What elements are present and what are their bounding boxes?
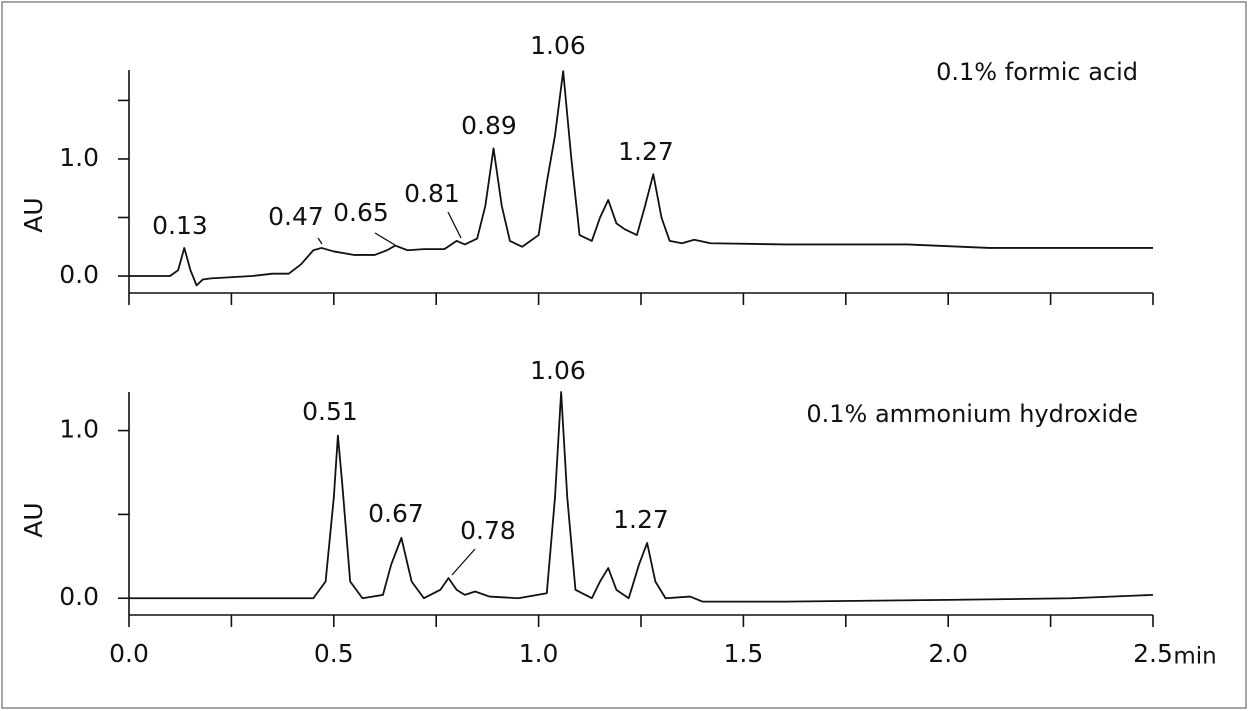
trace bbox=[129, 70, 1153, 287]
y-tick-label: 0.0 bbox=[59, 582, 99, 611]
y-axis-label: AU bbox=[19, 197, 48, 232]
legend-label: 0.1% ammonium hydroxide bbox=[806, 400, 1138, 428]
peak-label: 0.65 bbox=[333, 198, 389, 227]
x-tick-label: 0.5 bbox=[314, 639, 354, 668]
peak-label: 0.89 bbox=[461, 111, 517, 140]
leader-line bbox=[447, 211, 462, 239]
leader-line bbox=[374, 232, 396, 246]
y-axis-label: AU bbox=[19, 502, 48, 537]
trace bbox=[129, 391, 1154, 603]
peak-label: 0.13 bbox=[152, 211, 208, 240]
x-axis-label: min bbox=[1173, 644, 1216, 670]
legend-label: 0.1% formic acid bbox=[936, 58, 1138, 86]
x-tick-label: 2.0 bbox=[928, 639, 968, 668]
x-tick-label: 1.5 bbox=[724, 639, 764, 668]
peak-label: 1.06 bbox=[530, 356, 586, 385]
peak-label: 0.78 bbox=[460, 516, 516, 545]
peak-label: 0.67 bbox=[368, 499, 424, 528]
y-tick-label: 1.0 bbox=[59, 143, 99, 172]
leader-line bbox=[317, 237, 323, 245]
peak-label: 1.06 bbox=[530, 31, 586, 60]
peak-label: 1.27 bbox=[613, 505, 669, 534]
y-tick-label: 1.0 bbox=[59, 415, 99, 444]
peak-label: 0.47 bbox=[268, 202, 324, 231]
peak-label: 0.81 bbox=[404, 179, 460, 208]
x-tick-label: 2.5 bbox=[1133, 639, 1173, 668]
x-tick-label: 0.0 bbox=[109, 639, 149, 668]
y-tick-label: 0.0 bbox=[59, 260, 99, 289]
peak-label: 1.27 bbox=[618, 137, 674, 166]
leader-line bbox=[451, 548, 476, 576]
x-tick-label: 1.0 bbox=[519, 639, 559, 668]
peak-label: 0.51 bbox=[302, 397, 358, 426]
